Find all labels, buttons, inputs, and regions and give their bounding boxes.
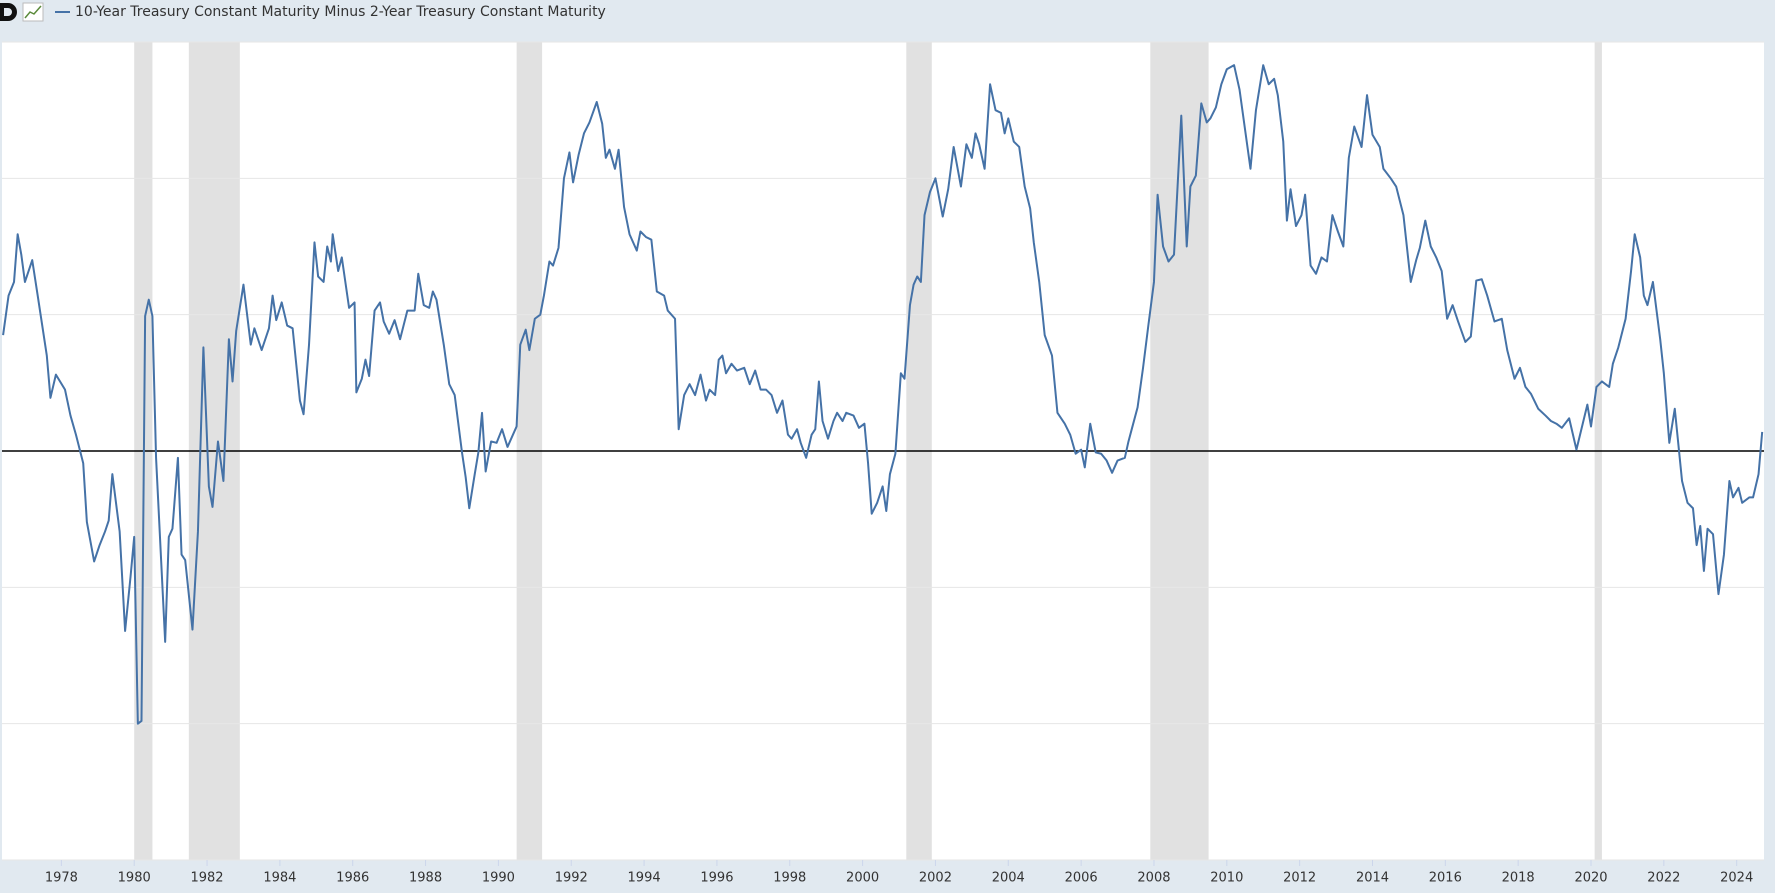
x-tick-label: 2006 <box>1065 871 1098 886</box>
x-tick-label: 1998 <box>773 871 806 886</box>
x-tick-label: 2016 <box>1429 871 1462 886</box>
x-tick-label: 1990 <box>482 871 515 886</box>
x-tick-label: 2000 <box>846 871 879 886</box>
x-tick-label: 1982 <box>190 871 223 886</box>
x-tick-label: 2008 <box>1137 871 1170 886</box>
x-tick-label: 2024 <box>1720 871 1753 886</box>
x-tick-label: 1980 <box>118 871 151 886</box>
x-tick-label: 1978 <box>45 871 78 886</box>
x-tick-label: 2014 <box>1356 871 1389 886</box>
x-tick-label: 2020 <box>1574 871 1607 886</box>
x-tick-label: 1994 <box>628 871 661 886</box>
chart-icon-line[interactable] <box>24 5 42 19</box>
series-line <box>2 64 1764 725</box>
x-tick-label: 2012 <box>1283 871 1316 886</box>
legend-label: 10-Year Treasury Constant Maturity Minus… <box>75 4 606 20</box>
x-tick-label: 2010 <box>1210 871 1243 886</box>
x-tick-label: 2018 <box>1502 871 1535 886</box>
x-tick-label: 1996 <box>700 871 733 886</box>
x-tick-label: 1988 <box>409 871 442 886</box>
x-tick-label: 2004 <box>992 871 1025 886</box>
x-tick-label: 1992 <box>555 871 588 886</box>
x-tick-label: 1986 <box>336 871 369 886</box>
x-tick-label: 1984 <box>263 871 296 886</box>
logo <box>0 3 17 21</box>
x-tick-label: 2002 <box>919 871 952 886</box>
x-tick-label: 2022 <box>1647 871 1680 886</box>
chart-icon[interactable] <box>22 2 44 22</box>
chart-icon-frame[interactable] <box>22 2 44 22</box>
